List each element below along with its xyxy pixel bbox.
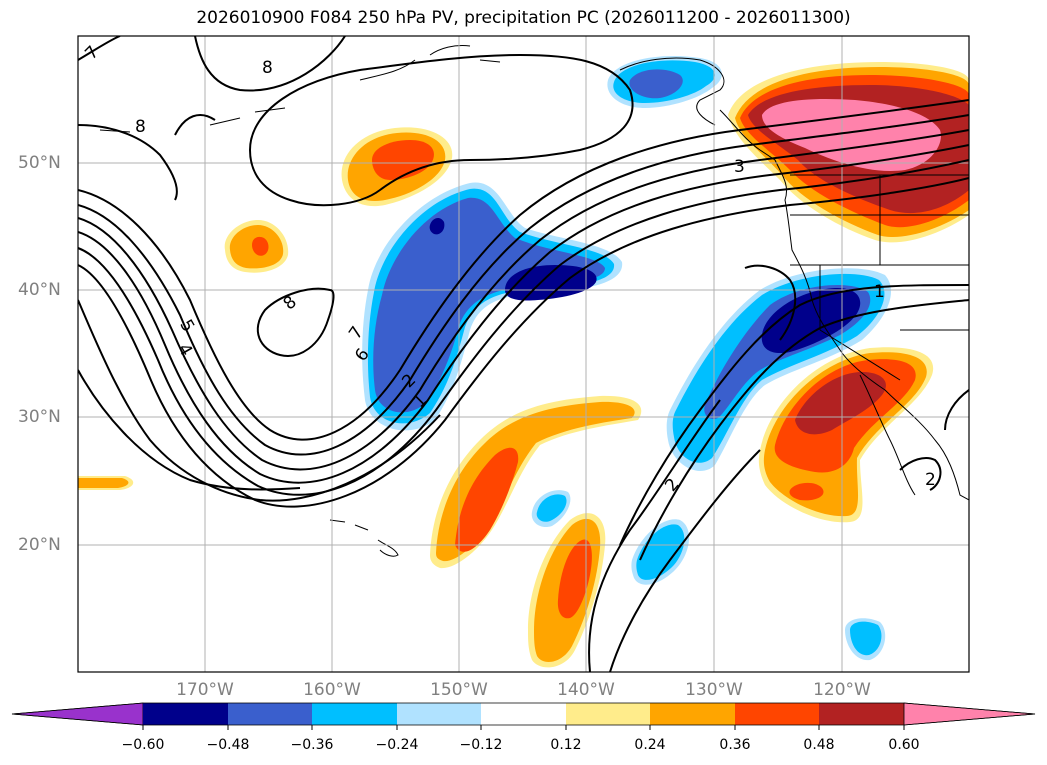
contour-label: 8 (262, 58, 273, 78)
pv-contour (744, 264, 797, 341)
lat-label: 50°N (18, 153, 61, 173)
pv-contour (78, 36, 121, 61)
pv-contour (194, 36, 346, 92)
precip-negative-region (629, 69, 683, 99)
pv-contour (78, 177, 969, 508)
colorbar-segment (11, 702, 144, 726)
pv-contour (78, 114, 216, 201)
precipitation-fill-layer (78, 56, 969, 668)
graticule (78, 36, 969, 672)
lon-label: 140°W (557, 680, 615, 700)
colorbar-segment (566, 703, 650, 725)
map-frame (77, 35, 970, 673)
pv-contour (78, 114, 969, 456)
pv-contour (78, 99, 969, 441)
precip-positive-region (78, 478, 129, 488)
colorbar-segment (312, 703, 397, 725)
precip-positive-region (252, 236, 269, 256)
pv-contour (78, 129, 969, 471)
pv-contour (609, 449, 761, 672)
pv-contour (248, 53, 634, 207)
precip-negative-region (429, 218, 445, 235)
colorbar-ticks (142, 725, 905, 730)
lat-label: 20°N (18, 535, 61, 555)
precip-positive-region (795, 372, 886, 435)
pv-contour (619, 284, 969, 546)
coastline (99, 45, 501, 133)
pv-contour (899, 457, 942, 491)
precip-negative-region (850, 621, 882, 656)
colorbar-segment (650, 703, 735, 725)
coastline (859, 374, 916, 496)
precip-positive-region (455, 447, 519, 552)
colorbar-tick-label: −0.24 (375, 737, 419, 753)
pv-contour-layer (78, 36, 969, 672)
pv-contour (944, 389, 969, 431)
pv-contour (588, 399, 721, 672)
precip-positive-region (762, 98, 941, 171)
pv-contour (78, 369, 301, 491)
colorbar-segment (397, 703, 481, 725)
pv-contour (256, 287, 335, 357)
colorbar-tick-label: 0.36 (719, 737, 751, 753)
colorbar-segment (819, 703, 904, 725)
lon-label: 120°W (813, 680, 871, 700)
lon-label: 160°W (303, 680, 361, 700)
colorbar (11, 702, 1036, 730)
precip-negative-region (761, 287, 861, 354)
precip-negative-region (373, 197, 605, 413)
lat-label: 40°N (18, 280, 61, 300)
coastline (619, 57, 725, 126)
lon-label: 150°W (430, 680, 488, 700)
colorbar-tick-label: 0.60 (888, 737, 920, 753)
precip-negative-region (536, 494, 567, 522)
map-title: 2026010900 F084 250 hPa PV, precipitatio… (196, 8, 851, 28)
pv-contour (78, 159, 969, 496)
colorbar-tick-label: −0.48 (206, 737, 250, 753)
lon-label: 130°W (685, 680, 743, 700)
colorbar-segment (903, 702, 1036, 726)
colorbar-segment (481, 703, 566, 725)
colorbar-segment (143, 703, 228, 725)
contour-label: 3 (734, 157, 745, 177)
colorbar-tick-label: −0.12 (459, 737, 503, 753)
pv-contour (78, 144, 969, 484)
contour-label: 2 (925, 470, 936, 490)
lat-label: 30°N (18, 407, 61, 427)
precip-negative-region (636, 524, 685, 580)
lon-label: 170°W (176, 680, 234, 700)
colorbar-tick-label: −0.60 (121, 737, 165, 753)
colorbar-segment (735, 703, 819, 725)
precip-positive-region (557, 539, 592, 619)
precip-negative-region (505, 265, 597, 301)
colorbar-segment (228, 703, 312, 725)
precip-positive-region (372, 140, 434, 180)
pv-contour (639, 299, 969, 561)
colorbar-tick-label: 0.12 (550, 737, 582, 753)
contour-label: 8 (135, 117, 146, 137)
precip-positive-region (789, 482, 824, 501)
colorbar-tick-label: −0.36 (290, 737, 334, 753)
colorbar-tick-label: 0.48 (803, 737, 835, 753)
contour-label: 1 (874, 282, 885, 302)
colorbar-tick-label: 0.24 (634, 737, 666, 753)
